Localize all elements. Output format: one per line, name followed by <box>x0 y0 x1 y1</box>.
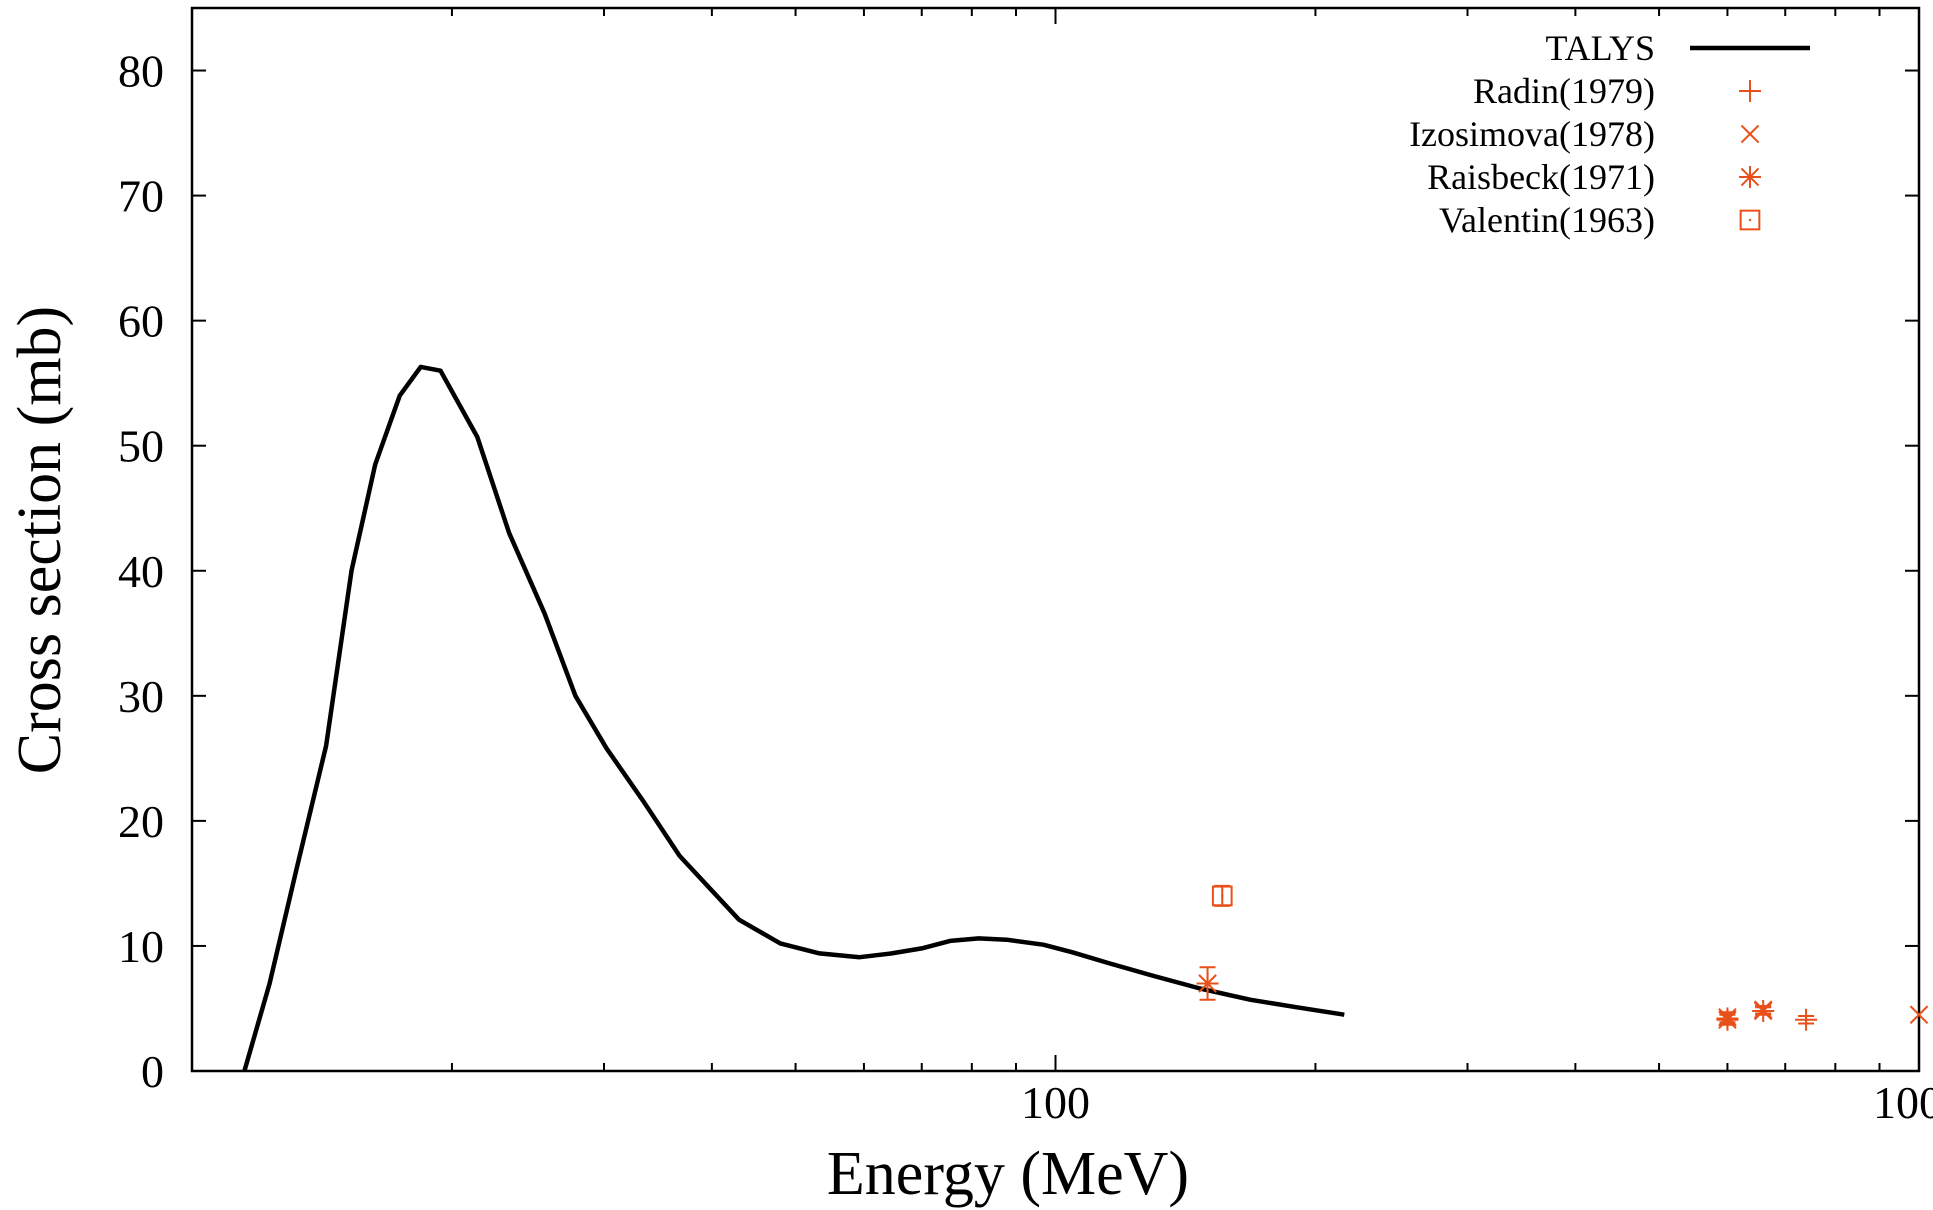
legend-label: Raisbeck(1971) <box>1427 157 1655 197</box>
legend-label: Izosimova(1978) <box>1409 114 1655 154</box>
marker-dot <box>1748 218 1752 222</box>
y-tick-label: 50 <box>118 421 164 472</box>
marker-stroke <box>1739 209 1761 231</box>
y-tick-label: 70 <box>118 171 164 222</box>
y-tick-label: 30 <box>118 671 164 722</box>
talys-line <box>242 364 1345 1072</box>
marker-dot <box>1221 894 1224 898</box>
y-tick-label: 10 <box>118 921 164 972</box>
series-layer <box>242 364 1929 1072</box>
y-axis-title: Cross section (mb) <box>6 306 74 774</box>
legend-swatch-marker <box>1739 80 1761 102</box>
y-tick-label: 60 <box>118 296 164 347</box>
marker-stroke <box>1211 885 1233 907</box>
y-tick-label: 20 <box>118 796 164 847</box>
legend-swatch-marker <box>1740 124 1760 144</box>
data-point <box>1211 885 1233 907</box>
data-point <box>1196 972 1219 995</box>
x-axis-title: Energy (MeV) <box>827 1140 1189 1208</box>
marker-stroke <box>1753 1001 1773 1021</box>
data-point <box>1795 1008 1818 1031</box>
legend-swatch-marker <box>1739 166 1761 188</box>
legend-label: Valentin(1963) <box>1439 200 1655 240</box>
marker-stroke <box>1198 974 1217 993</box>
legend: TALYSRadin(1979)Izosimova(1978)Raisbeck(… <box>1409 28 1810 240</box>
legend-swatch-marker <box>1739 209 1761 231</box>
series-izosimova-1978 <box>1718 1000 1929 1027</box>
x-tick-label: 1000 <box>1873 1077 1933 1128</box>
marker-stroke <box>1909 1005 1929 1025</box>
y-tick-label: 40 <box>118 546 164 597</box>
x-axis-ticks: 100 1000 <box>450 8 1933 1128</box>
plot-frame <box>190 6 1921 1073</box>
legend-label: Radin(1979) <box>1473 71 1655 111</box>
data-point <box>1909 1005 1929 1025</box>
marker-stroke <box>1740 167 1760 187</box>
data-point <box>1716 1008 1739 1031</box>
y-tick-label: 0 <box>141 1046 164 1097</box>
series-valentin-1963 <box>1211 884 1233 907</box>
y-tick-label: 80 <box>118 46 164 97</box>
data-point <box>1752 999 1775 1022</box>
legend-label: TALYS <box>1545 28 1655 68</box>
marker-stroke <box>1740 124 1760 144</box>
marker-stroke <box>1718 1010 1737 1030</box>
series-talys <box>242 364 1345 1072</box>
series-raisbeck-1971 <box>1196 966 1775 1031</box>
y-axis-ticks: 0 10 20 30 40 50 60 70 80 <box>118 46 1919 1097</box>
x-tick-label: 100 <box>1021 1077 1090 1128</box>
